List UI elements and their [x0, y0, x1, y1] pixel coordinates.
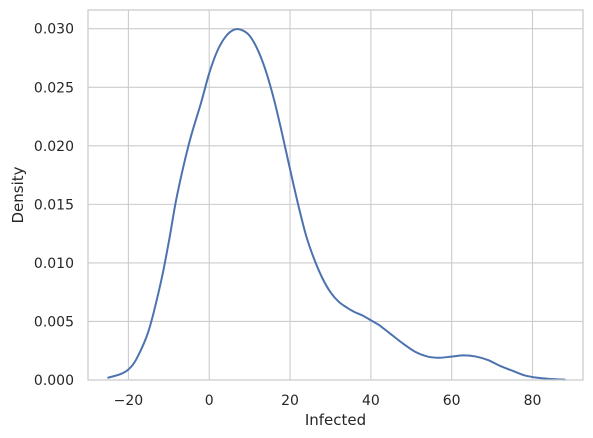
y-tick-label: 0.030	[34, 22, 74, 38]
plot-frame	[87, 9, 584, 381]
x-tick-label: 40	[362, 393, 380, 409]
y-tick-label: 0.020	[34, 139, 74, 155]
y-tick-label: 0.015	[34, 197, 74, 213]
x-axis-label: Infected	[305, 411, 366, 429]
x-tick-label: 0	[205, 393, 214, 409]
y-tick-label: 0.000	[34, 373, 74, 389]
y-axis-label: Density	[9, 166, 27, 223]
y-tick-label: 0.010	[34, 256, 74, 272]
x-tick-label: 80	[524, 393, 542, 409]
x-tick-label: 60	[443, 393, 461, 409]
x-tick-label: 20	[281, 393, 299, 409]
density-curve	[107, 28, 566, 381]
x-tick-label: −20	[114, 393, 144, 409]
y-tick-label: 0.025	[34, 80, 74, 96]
y-tick-label: 0.005	[34, 314, 74, 330]
